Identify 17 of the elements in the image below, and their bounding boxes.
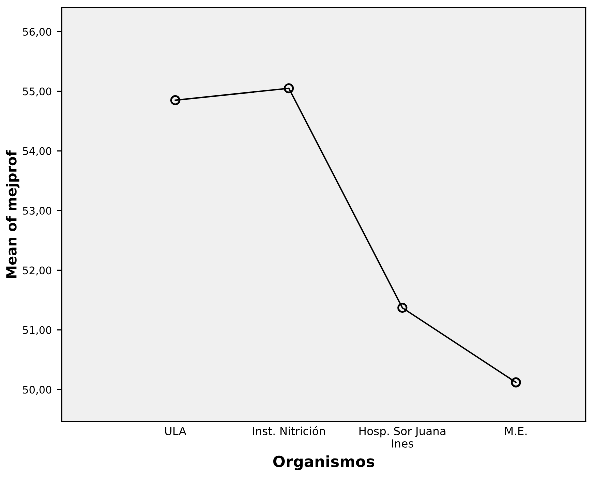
point: [170, 95, 181, 106]
x-tick-label: ULA: [165, 427, 187, 436]
x-axis-title: Organismos: [274, 456, 375, 471]
y-tick-label: 56,00: [23, 28, 52, 38]
point: [398, 302, 408, 314]
y-tick-label: 50,00: [23, 386, 52, 395]
point: [284, 83, 294, 94]
x-tick-label: M.E.: [505, 427, 527, 436]
y-tick-label: 51,00: [23, 326, 52, 336]
y-axis-title: Mean of mejprof: [6, 150, 20, 278]
x-tick-label: Inst. Nitrición: [253, 426, 326, 436]
x-tick-label: Hosp. Sor Juana Ines: [360, 427, 446, 448]
y-tick-label: 54,00: [23, 147, 52, 156]
y-tick-label: 53,00: [23, 207, 52, 216]
y-tick-label: 52,00: [23, 266, 52, 276]
y-tick-label: 55,00: [23, 88, 52, 97]
point: [511, 378, 522, 388]
